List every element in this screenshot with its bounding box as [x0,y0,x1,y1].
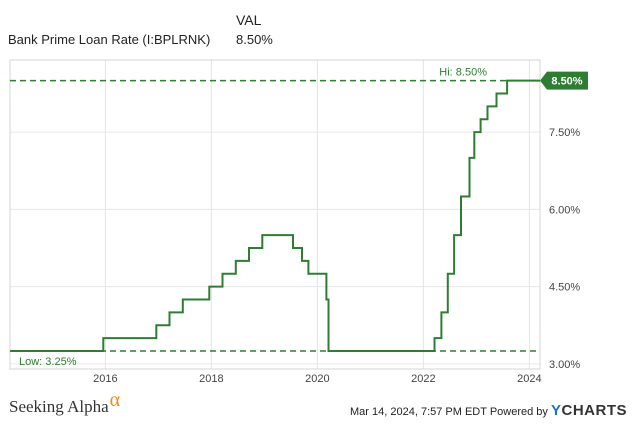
legend-header: VAL [236,12,262,28]
plot-area-frame [9,59,541,370]
x-tick-label: 2016 [93,373,117,385]
footer-timestamp: Mar 14, 2024, 7:57 PM EDT Powered by [350,406,548,418]
line-chart: 3.00% 4.50% 6.00% 7.50% 2016 2018 2020 2022 2024… [9,59,588,385]
y-tick-label: 6.00% [549,204,580,216]
series-line-bank-prime-loan-rate[interactable] [10,79,540,352]
y-tick-label: 7.50% [549,127,580,139]
y-tick-label: 4.50% [549,282,580,294]
alpha-symbol-icon: α [109,389,121,411]
ycharts-logo[interactable]: YCHARTS [551,402,627,419]
high-reference-label: Hi: 8.50% [439,67,487,79]
x-tick-label: 2024 [517,373,541,385]
seeking-alpha-logo[interactable]: Seeking Alphaα [9,389,120,418]
current-value-badge [540,71,588,90]
legend-series-name[interactable]: Bank Prime Loan Rate (I:BPLRNK) [8,32,211,47]
legend-series-value: 8.50% [236,32,273,47]
x-tick-label: 2018 [199,373,223,385]
low-reference-label: Low: 3.25% [19,356,77,368]
x-tick-label: 2020 [305,373,329,385]
x-tick-label: 2022 [411,373,435,385]
current-value-label: 8.50% [551,76,582,88]
brand-name: Seeking Alpha [9,397,109,416]
chart-footer: Mar 14, 2024, 7:57 PM EDT Powered by YCH… [350,402,627,419]
ycharts-logo-text: CHARTS [561,402,627,419]
y-tick-label: 3.00% [549,359,580,371]
ycharts-logo-y: Y [550,402,562,419]
